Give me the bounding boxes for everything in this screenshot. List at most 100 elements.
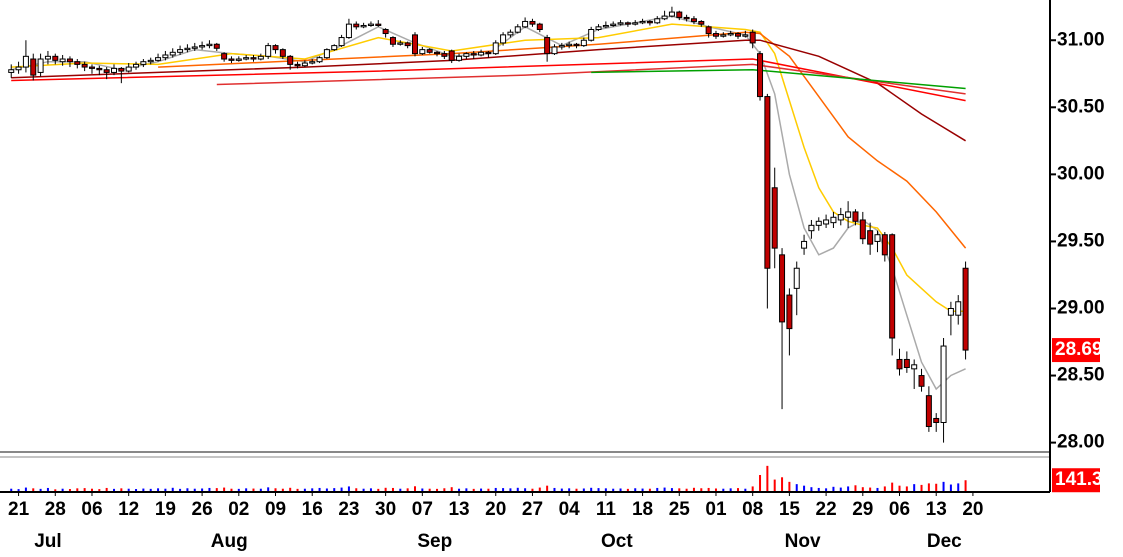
month-label: Jul xyxy=(34,531,61,552)
candle-body xyxy=(103,69,110,73)
candle-body xyxy=(918,375,925,387)
candle-body xyxy=(925,395,932,428)
candle-body xyxy=(720,34,727,37)
candle-body xyxy=(441,53,448,57)
volume-bar xyxy=(369,488,372,491)
x-tick-label: 11 xyxy=(596,499,617,520)
volume-bar xyxy=(531,488,534,491)
volume-bar xyxy=(296,488,299,491)
volume-bar xyxy=(391,487,394,491)
candle-body xyxy=(375,23,382,26)
volume-bar xyxy=(157,488,160,491)
volume-bar xyxy=(127,488,130,491)
volume-bar xyxy=(957,483,960,491)
volume-bar xyxy=(252,488,255,491)
volume-bar xyxy=(685,488,688,491)
candle-body xyxy=(602,24,609,28)
volume-bar xyxy=(487,488,490,491)
volume-bar xyxy=(538,487,541,491)
volume-bar xyxy=(105,487,108,491)
x-tick-label: 12 xyxy=(118,499,139,520)
volume-bar xyxy=(179,488,182,491)
volume-bar xyxy=(311,488,314,491)
moving-average xyxy=(11,23,966,312)
volume-bar xyxy=(869,487,872,491)
volume-bar xyxy=(289,487,292,491)
candle-body xyxy=(624,22,631,25)
candle-body xyxy=(199,45,206,48)
candle-body xyxy=(155,57,162,61)
month-label: Nov xyxy=(785,531,821,552)
candle-body xyxy=(169,51,176,56)
volume-bar xyxy=(795,484,798,491)
volume-bar xyxy=(524,488,527,491)
candle-body xyxy=(257,55,264,60)
volume-bar xyxy=(201,488,204,491)
candle-body xyxy=(735,33,742,37)
candle-body xyxy=(59,58,66,63)
candle-body xyxy=(690,18,697,22)
candle-body xyxy=(360,24,367,28)
candle-body xyxy=(617,22,624,25)
volume-bar xyxy=(560,488,563,491)
candle-body xyxy=(529,20,536,25)
candle-body xyxy=(749,31,756,44)
volume-bar xyxy=(546,485,549,491)
x-tick-label: 16 xyxy=(302,499,323,520)
volume-bar xyxy=(61,488,64,491)
volume-bar xyxy=(355,488,358,491)
volume-bar xyxy=(568,488,571,491)
candle-body xyxy=(66,58,73,63)
volume-bar xyxy=(164,488,167,491)
candle-body xyxy=(389,37,396,45)
candle-body xyxy=(37,58,44,73)
volume-bar xyxy=(113,488,116,491)
candle-body xyxy=(588,29,595,41)
candle-body xyxy=(485,51,492,55)
candle-body xyxy=(654,18,661,24)
volume-bar xyxy=(722,488,725,491)
volume-bar xyxy=(245,488,248,491)
y-tick-label: 29.50 xyxy=(1057,230,1105,251)
candle-body xyxy=(793,267,800,289)
volume-bar xyxy=(76,488,79,491)
volume-bar xyxy=(17,489,20,491)
volume-bar xyxy=(714,488,717,491)
volume-bar xyxy=(83,488,86,491)
candle-body xyxy=(779,254,786,323)
candle-body xyxy=(22,55,29,68)
volume-bar xyxy=(773,479,776,491)
candle-body xyxy=(668,11,675,17)
candle-body xyxy=(911,364,918,370)
candle-body xyxy=(632,22,639,25)
candle-body xyxy=(8,69,15,73)
candle-body xyxy=(404,42,411,47)
candle-body xyxy=(184,47,191,51)
volume-bar xyxy=(399,488,402,491)
volume-bar xyxy=(384,487,387,491)
volume-bar xyxy=(751,486,754,491)
volume-bar xyxy=(465,488,468,491)
volume-bar xyxy=(759,475,762,491)
candle-body xyxy=(742,34,749,37)
candle-body xyxy=(463,53,470,57)
volume-bar xyxy=(604,488,607,491)
volume-bar xyxy=(120,488,123,491)
candle-body xyxy=(757,53,764,98)
candle-body xyxy=(705,26,712,35)
volume-bar xyxy=(171,487,174,491)
volume-bar xyxy=(597,488,600,491)
candle-body xyxy=(889,234,896,339)
candle-body xyxy=(852,211,859,222)
candle-body xyxy=(514,26,521,33)
candle-body xyxy=(522,20,529,28)
volume-bar xyxy=(700,488,703,491)
volume-bar xyxy=(553,487,556,491)
x-tick-label: 28 xyxy=(45,499,66,520)
volume-bar xyxy=(267,487,270,491)
volume-bar xyxy=(436,488,439,491)
candle-body xyxy=(558,45,565,48)
x-tick-label: 13 xyxy=(448,499,469,520)
volume-bar xyxy=(237,488,240,491)
volume-bar xyxy=(274,488,277,491)
